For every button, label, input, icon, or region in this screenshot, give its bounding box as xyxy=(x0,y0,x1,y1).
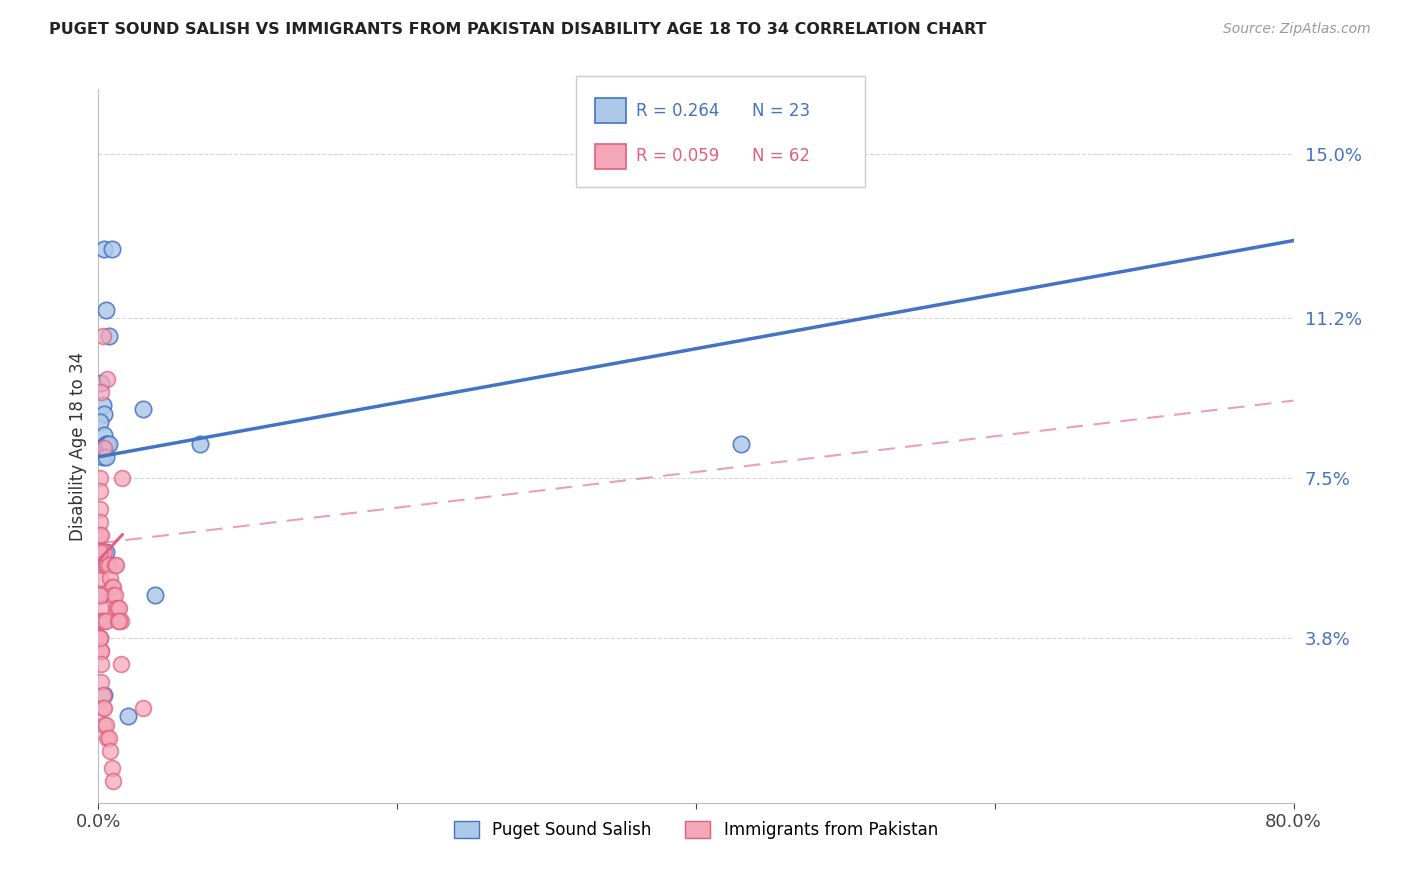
Point xyxy=(90,644,112,658)
Point xyxy=(91,558,114,572)
Point xyxy=(94,614,117,628)
Point xyxy=(94,718,117,732)
Point xyxy=(108,614,131,628)
Point xyxy=(105,558,128,572)
Point xyxy=(91,688,114,702)
Point xyxy=(143,588,166,602)
Point xyxy=(90,527,112,541)
Point xyxy=(730,437,752,451)
Text: N = 23: N = 23 xyxy=(752,102,810,120)
Point xyxy=(93,441,115,455)
Point xyxy=(90,384,112,399)
Point xyxy=(94,545,117,559)
Point xyxy=(94,450,117,464)
Point xyxy=(90,376,112,391)
Point xyxy=(89,415,111,429)
Point xyxy=(89,501,111,516)
Point xyxy=(97,731,120,745)
Point xyxy=(90,614,112,628)
Point xyxy=(111,471,134,485)
Point xyxy=(101,580,124,594)
Point xyxy=(93,242,115,256)
Point xyxy=(104,558,127,572)
Point xyxy=(132,700,155,714)
Point xyxy=(98,744,122,758)
Point xyxy=(103,580,125,594)
Point xyxy=(91,450,114,464)
Point xyxy=(110,657,132,672)
Point xyxy=(89,545,111,559)
Point xyxy=(108,601,131,615)
Point xyxy=(96,558,118,572)
Point xyxy=(107,614,129,628)
Legend: Puget Sound Salish, Immigrants from Pakistan: Puget Sound Salish, Immigrants from Paki… xyxy=(447,814,945,846)
Point xyxy=(98,571,122,585)
Point xyxy=(91,614,114,628)
Text: N = 62: N = 62 xyxy=(752,147,810,165)
Point xyxy=(89,632,111,646)
Point xyxy=(110,614,132,628)
Point xyxy=(91,545,114,559)
Point xyxy=(91,700,114,714)
Point xyxy=(188,437,211,451)
Point xyxy=(96,731,118,745)
Point xyxy=(89,484,111,499)
Point xyxy=(96,372,118,386)
Point xyxy=(90,601,112,615)
Point xyxy=(93,614,115,628)
Text: R = 0.059: R = 0.059 xyxy=(636,147,718,165)
Point xyxy=(94,558,117,572)
Y-axis label: Disability Age 18 to 34: Disability Age 18 to 34 xyxy=(69,351,87,541)
Point xyxy=(97,558,120,572)
Point xyxy=(103,774,125,789)
Point xyxy=(107,601,129,615)
Point xyxy=(97,328,120,343)
Point xyxy=(89,545,111,559)
Point xyxy=(117,709,139,723)
Point xyxy=(91,328,114,343)
Point xyxy=(93,700,115,714)
Point xyxy=(97,437,120,451)
Point xyxy=(132,402,155,417)
Point xyxy=(90,588,112,602)
Point xyxy=(93,545,115,559)
Point xyxy=(101,761,124,775)
Point xyxy=(94,437,117,451)
Point xyxy=(89,471,111,485)
Point xyxy=(94,302,117,317)
Text: PUGET SOUND SALISH VS IMMIGRANTS FROM PAKISTAN DISABILITY AGE 18 TO 34 CORRELATI: PUGET SOUND SALISH VS IMMIGRANTS FROM PA… xyxy=(49,22,987,37)
Text: Source: ZipAtlas.com: Source: ZipAtlas.com xyxy=(1223,22,1371,37)
Point xyxy=(90,644,112,658)
Point xyxy=(89,571,111,585)
Point xyxy=(93,428,115,442)
Point xyxy=(90,674,112,689)
Point xyxy=(89,588,111,602)
Point xyxy=(93,718,115,732)
Point xyxy=(90,657,112,672)
Point xyxy=(96,437,118,451)
Point xyxy=(91,545,114,559)
Point xyxy=(89,632,111,646)
Point xyxy=(105,601,128,615)
Point xyxy=(93,688,115,702)
Point xyxy=(89,558,111,572)
Point xyxy=(89,588,111,602)
Point xyxy=(91,398,114,412)
Point xyxy=(89,527,111,541)
Text: R = 0.264: R = 0.264 xyxy=(636,102,718,120)
Point xyxy=(89,515,111,529)
Point xyxy=(89,632,111,646)
Point xyxy=(103,588,125,602)
Point xyxy=(89,632,111,646)
Point xyxy=(93,407,115,421)
Point xyxy=(89,644,111,658)
Point xyxy=(101,242,124,256)
Point xyxy=(104,588,127,602)
